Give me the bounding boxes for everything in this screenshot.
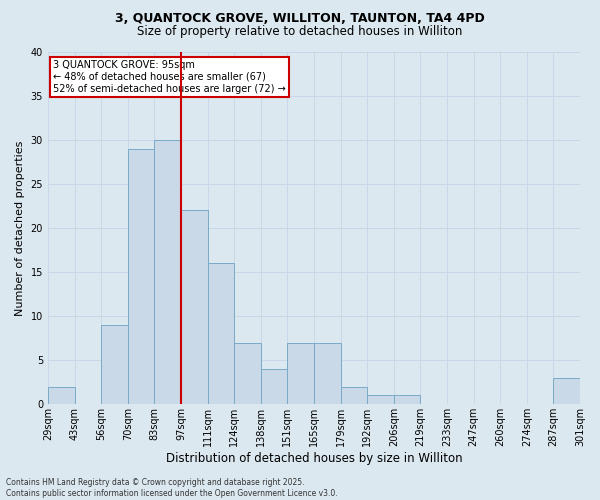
Bar — [208, 263, 234, 404]
X-axis label: Distribution of detached houses by size in Williton: Distribution of detached houses by size … — [166, 452, 462, 465]
Bar — [234, 342, 261, 404]
Text: 3, QUANTOCK GROVE, WILLITON, TAUNTON, TA4 4PD: 3, QUANTOCK GROVE, WILLITON, TAUNTON, TA… — [115, 12, 485, 26]
Bar — [101, 325, 128, 404]
Bar — [181, 210, 208, 404]
Y-axis label: Number of detached properties: Number of detached properties — [15, 140, 25, 316]
Text: Contains HM Land Registry data © Crown copyright and database right 2025.
Contai: Contains HM Land Registry data © Crown c… — [6, 478, 338, 498]
Text: Size of property relative to detached houses in Williton: Size of property relative to detached ho… — [137, 25, 463, 38]
Bar — [314, 342, 341, 404]
Bar — [553, 378, 580, 404]
Bar — [394, 396, 421, 404]
Text: 3 QUANTOCK GROVE: 95sqm
← 48% of detached houses are smaller (67)
52% of semi-de: 3 QUANTOCK GROVE: 95sqm ← 48% of detache… — [53, 60, 286, 94]
Bar — [287, 342, 314, 404]
Bar — [341, 386, 367, 404]
Bar — [261, 369, 287, 404]
Bar — [367, 396, 394, 404]
Bar — [154, 140, 181, 404]
Bar — [128, 148, 154, 404]
Bar — [48, 386, 74, 404]
